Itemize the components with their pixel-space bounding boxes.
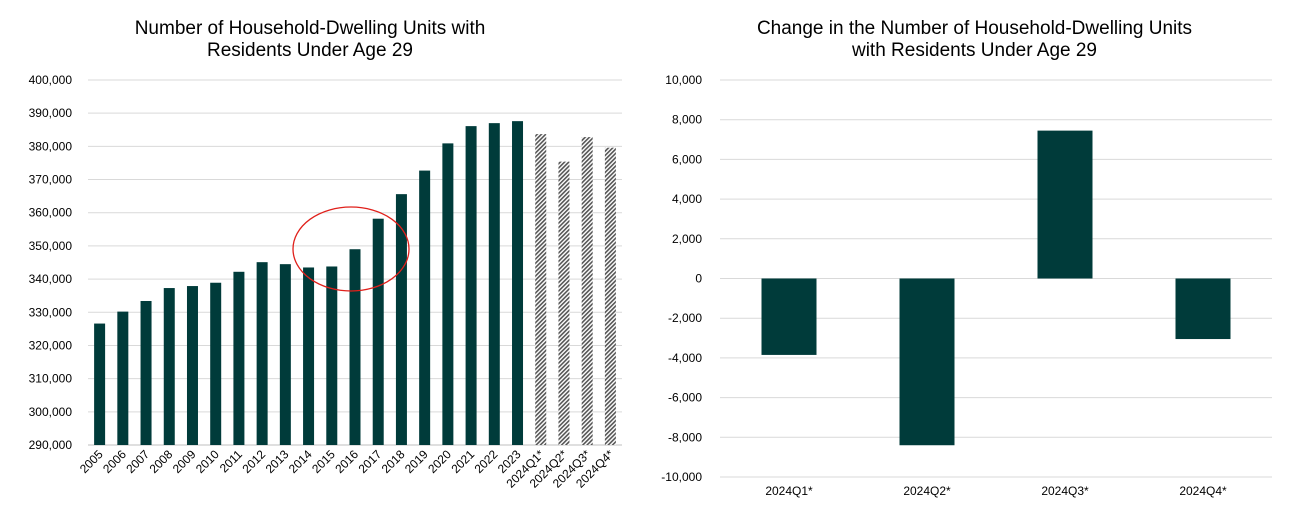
x-tick-label: 2017 [356,447,385,476]
bar [186,286,198,445]
bar [117,311,129,445]
chart-panel-right: Change in the Number of Household-Dwelli… [650,0,1299,505]
bar [163,288,175,445]
y-tick-label: 8,000 [672,113,702,127]
bar [210,282,222,445]
x-tick-label: 2016 [332,447,361,476]
x-tick-label: 2019 [402,447,431,476]
x-tick-label: 2013 [263,447,292,476]
x-tick-label: 2022 [472,447,501,476]
y-tick-label: 370,000 [29,173,73,187]
highlight-circle [292,206,410,292]
x-tick-label: 2009 [170,447,199,476]
x-tick-label: 2018 [379,447,408,476]
bar [761,278,817,355]
bar [604,147,616,445]
x-tick-label: 2015 [309,447,338,476]
chart-title-right-line1: Change in the Number of Household-Dwelli… [756,18,1193,39]
y-tick-label: 360,000 [29,206,73,220]
bar [488,123,500,446]
chart-title-right-line2: with Residents Under Age 29 [851,40,1098,61]
x-tick-label: 2024Q2* [903,484,951,498]
bar [94,323,106,445]
x-tick-label: 2007 [123,447,152,476]
x-tick-label: 2011 [217,447,245,475]
y-tick-label: 400,000 [29,73,73,87]
bar [395,194,407,445]
y-tick-label: 350,000 [29,239,73,253]
y-tick-label: 380,000 [29,139,73,153]
y-tick-label: 330,000 [29,305,73,319]
chart-title-left-line1: Number of Household-Dwelling Units with [134,18,486,39]
bar [442,143,454,446]
y-tick-label: -8,000 [668,430,702,444]
chart-title-right: Change in the Number of Household-Dwelli… [650,18,1299,62]
bar [512,121,524,446]
bar [465,126,477,445]
x-tick-label: 2024Q3* [1041,484,1089,498]
bar [581,137,593,445]
bar-chart-change-household-units: -10,000 -8,000 -6,000 -4,000 -2,000 0 2,000 4,0… [661,73,1272,498]
bar-chart-household-units: 290,000 300,000 310,000 320,000 330,000 340,0… [29,73,622,491]
y-tick-label: 4,000 [672,192,702,206]
bar [140,300,152,445]
bar [558,161,570,446]
bar [279,264,291,445]
y-tick-label: 390,000 [29,106,73,120]
bar [256,262,268,445]
y-tick-label: 2,000 [672,232,702,246]
bar [419,170,431,445]
y-tick-label: -2,000 [668,311,702,325]
bar [535,134,547,445]
bar [326,266,338,445]
x-tick-label: 2024Q1* [765,484,813,498]
y-tick-label: 340,000 [29,272,73,286]
x-tick-label: 2006 [100,447,129,476]
y-tick-label: -10,000 [661,470,702,484]
x-tick-label: 2014 [286,447,315,476]
bar [899,278,955,446]
bar [1037,130,1093,279]
x-tick-label: 2005 [77,447,106,476]
bar [303,267,315,445]
y-tick-label: -4,000 [668,351,702,365]
x-tick-label: 2021 [448,447,477,476]
bar [1175,278,1231,340]
x-tick-label: 2024Q4* [1179,484,1227,498]
y-tick-label: 10,000 [665,73,702,87]
x-tick-label: 2020 [425,447,454,476]
bar [233,271,245,445]
chart-title-left-line2: Residents Under Age 29 [207,40,413,61]
y-tick-label: 300,000 [29,405,73,419]
bar [349,249,361,445]
x-tick-label: 2008 [147,447,176,476]
x-tick-label: 2012 [239,447,268,476]
y-tick-label: 6,000 [672,152,702,166]
y-tick-label: -6,000 [668,391,702,405]
x-tick-label: 2010 [193,447,222,476]
chart-title-left: Number of Household-Dwelling Units with … [0,18,635,62]
y-tick-label: 310,000 [29,372,73,386]
chart-panel-left: Number of Household-Dwelling Units with … [0,18,635,491]
y-tick-label: 0 [695,272,702,286]
y-tick-label: 290,000 [29,438,73,452]
y-tick-label: 320,000 [29,338,73,352]
bar [372,218,384,445]
